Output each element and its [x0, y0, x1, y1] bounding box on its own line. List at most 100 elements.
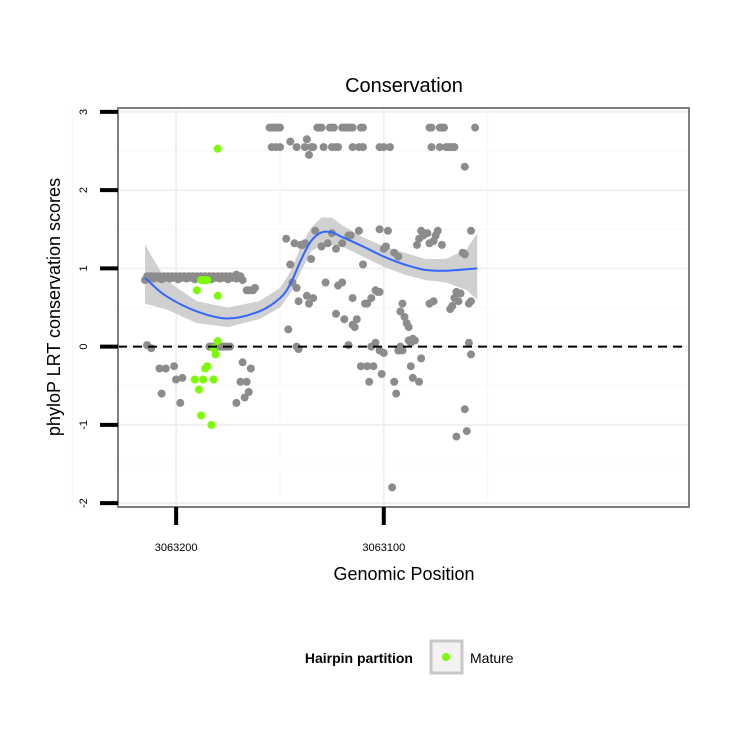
data-point	[238, 276, 247, 285]
data-point	[276, 143, 284, 152]
data-point	[309, 143, 318, 152]
data-point	[437, 240, 446, 249]
data-point	[317, 123, 326, 132]
data-point	[290, 239, 299, 248]
data-point	[375, 225, 384, 234]
data-point	[242, 377, 251, 386]
data-point	[344, 341, 353, 350]
data-point	[348, 123, 357, 132]
data-point	[240, 393, 249, 402]
data-point-mature	[213, 291, 222, 300]
y-tick-label: -2	[78, 498, 90, 508]
data-point-mature	[207, 420, 216, 429]
data-point-mature	[213, 337, 222, 346]
data-point	[394, 252, 403, 261]
data-point	[338, 239, 347, 248]
data-point	[456, 289, 465, 298]
data-point	[251, 283, 259, 292]
legend-key-box	[429, 639, 464, 675]
x-tick-label: 3063100	[362, 542, 405, 554]
data-point	[332, 244, 340, 253]
data-point	[448, 301, 457, 310]
data-point	[319, 143, 328, 152]
data-point	[147, 344, 156, 353]
data-point	[309, 294, 318, 303]
data-point	[417, 354, 426, 363]
data-point	[323, 239, 332, 248]
data-point	[452, 432, 461, 441]
data-point	[340, 315, 349, 324]
data-point-mature	[197, 411, 206, 420]
y-tick-label: 1	[78, 265, 90, 271]
data-point	[388, 483, 397, 492]
data-point	[392, 389, 401, 398]
data-point	[302, 135, 311, 144]
y-axis-label: phyloP LRT conservation scores	[44, 178, 64, 436]
data-point-mature	[195, 385, 203, 394]
x-axis-label: Genomic Position	[333, 564, 474, 584]
data-point	[460, 162, 469, 171]
smooth-line-layer	[144, 230, 478, 320]
data-point	[317, 242, 326, 251]
data-point-mature	[213, 144, 222, 153]
data-point	[332, 309, 340, 318]
data-point	[429, 297, 438, 306]
data-point	[176, 398, 185, 407]
data-point	[232, 398, 241, 407]
data-point	[276, 123, 284, 132]
data-point	[471, 123, 480, 132]
data-point	[379, 348, 388, 357]
data-point	[377, 370, 386, 378]
data-point	[408, 373, 417, 382]
data-point	[464, 338, 473, 347]
data-point	[460, 405, 469, 414]
data-point	[348, 143, 357, 152]
data-point	[367, 294, 376, 303]
data-point	[467, 226, 475, 235]
data-point	[396, 307, 405, 316]
data-point	[244, 388, 253, 396]
data-point	[365, 377, 374, 386]
data-point	[350, 323, 359, 332]
data-point	[302, 291, 311, 300]
data-point	[390, 377, 399, 386]
legend: Hairpin partition Mature	[305, 639, 514, 675]
data-point	[356, 362, 365, 371]
data-point	[450, 143, 459, 152]
data-point	[404, 336, 413, 345]
data-point	[305, 150, 313, 159]
x-tick-label: 3063200	[155, 542, 198, 554]
x-axis: 3063200 3063100	[155, 507, 405, 554]
y-tick-label: 0	[78, 344, 90, 350]
data-point	[338, 278, 347, 287]
data-point	[292, 143, 301, 152]
data-point-mature	[199, 375, 208, 384]
data-point	[172, 375, 181, 384]
legend-label-mature: Mature	[470, 650, 514, 666]
data-point	[286, 260, 295, 269]
data-point	[383, 226, 392, 235]
data-point	[423, 229, 432, 238]
plot-frame-layer	[117, 107, 690, 508]
data-point	[404, 323, 413, 332]
data-point	[294, 297, 303, 306]
data-point	[398, 299, 407, 308]
data-point	[359, 143, 367, 152]
data-point-mature	[190, 375, 199, 384]
data-point	[379, 143, 388, 152]
data-point-mature	[203, 276, 212, 285]
data-point-mature	[192, 286, 201, 295]
y-tick-label: 2	[78, 187, 90, 193]
data-point-mature	[211, 350, 220, 359]
data-point-mature	[203, 362, 212, 371]
smooth-line	[144, 230, 478, 320]
data-point	[334, 143, 343, 152]
data-point	[311, 226, 320, 235]
data-point	[415, 377, 424, 386]
data-point	[300, 239, 309, 248]
data-point	[398, 346, 407, 355]
data-point	[300, 143, 309, 152]
data-point	[427, 143, 436, 152]
data-point	[454, 297, 463, 306]
